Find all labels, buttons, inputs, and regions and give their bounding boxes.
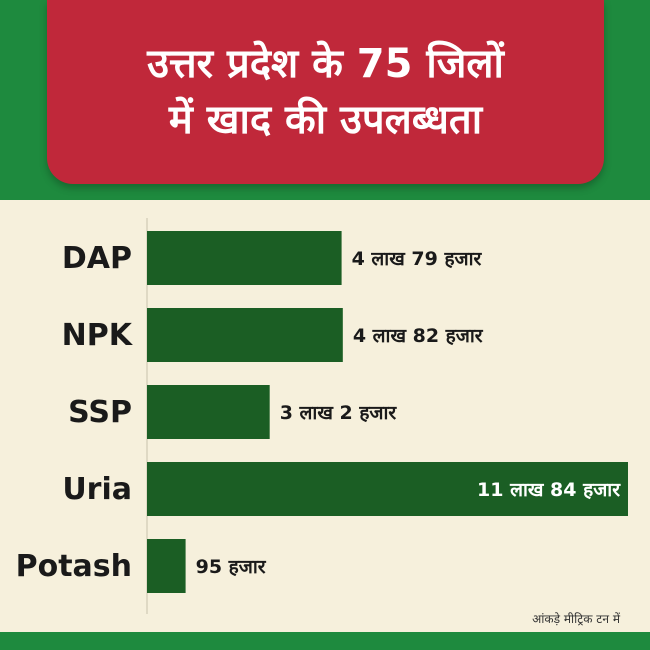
bar — [147, 308, 343, 362]
category-label: NPK — [62, 318, 134, 353]
unit-footnote: आंकड़े मीट्रिक टन में — [532, 612, 620, 626]
category-label: DAP — [62, 241, 132, 276]
data-label: 11 लाख 84 हजार — [477, 479, 621, 501]
chart-title-line-1: उत्तर प्रदेश के 75 जिलों — [147, 41, 504, 87]
bar — [147, 385, 270, 439]
category-label: SSP — [68, 395, 132, 430]
bar — [147, 539, 186, 593]
bar — [147, 231, 342, 285]
data-label: 95 हजार — [196, 556, 267, 578]
title-banner: उत्तर प्रदेश के 75 जिलों में खाद की उपलब… — [47, 0, 604, 184]
data-label: 3 लाख 2 हजार — [280, 402, 398, 424]
category-label: Potash — [16, 549, 132, 584]
bar — [147, 462, 628, 516]
data-label: 4 लाख 79 हजार — [352, 248, 483, 270]
bar-chart: DAP 4 लाख 79 हजार NPK 4 लाख 82 हजार SSP 3 लाख… — [16, 218, 628, 614]
chart-title-line-2: में खाद की उपलब्धता — [168, 97, 483, 143]
category-label: Uria — [62, 472, 132, 507]
data-label: 4 लाख 82 हजार — [353, 325, 484, 347]
footer-band — [0, 632, 650, 650]
